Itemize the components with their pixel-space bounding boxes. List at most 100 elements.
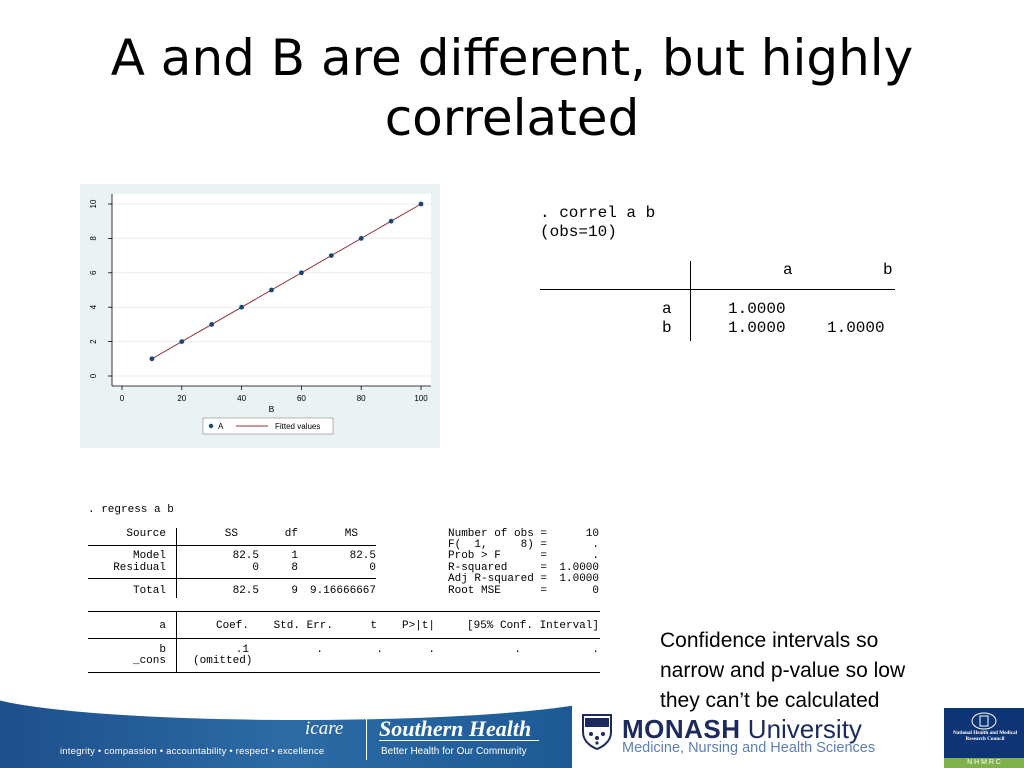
note-line-1: Confidence intervals so bbox=[660, 629, 879, 652]
monash-faculty: Medicine, Nursing and Health Sciences bbox=[622, 740, 876, 756]
coef-b-t: . bbox=[376, 644, 383, 656]
data-point bbox=[179, 339, 185, 344]
legend-marker-a bbox=[208, 423, 214, 429]
stat-label-3: R-squared = bbox=[448, 562, 548, 574]
regress-h-ms: MS bbox=[344, 528, 358, 540]
stat-value-5: 0 bbox=[592, 585, 599, 597]
anova-residual-ms: 0 bbox=[369, 562, 376, 574]
x-tick-label: 20 bbox=[177, 394, 186, 403]
coef-b-coef: .1 bbox=[235, 644, 249, 656]
nhmrc-name: National Health and Medical Research Cou… bbox=[952, 730, 1018, 742]
scatter-chart: 0 2 4 6 8 10 0 20 40 60 80 100 B A Fitted values bbox=[80, 184, 440, 448]
southern-health-underline bbox=[379, 740, 539, 741]
y-tick-label: 10 bbox=[89, 199, 98, 208]
correl-col-a: a bbox=[783, 261, 793, 279]
coef-cons-omitted: (omitted) bbox=[193, 655, 253, 667]
slide-title: A and B are different, but highly correl… bbox=[0, 28, 1024, 148]
icare-logo: icare bbox=[305, 718, 344, 739]
regress-h-source: Source bbox=[126, 528, 166, 540]
y-tick-label: 6 bbox=[89, 270, 98, 275]
x-tick-label: 80 bbox=[357, 394, 366, 403]
regress-h-df: df bbox=[284, 528, 298, 540]
x-tick-label: 100 bbox=[414, 394, 428, 403]
x-tick-label: 40 bbox=[237, 394, 246, 403]
regress-output: . regress a b Source SS df MS Model 82.5… bbox=[88, 504, 608, 684]
y-tick-label: 8 bbox=[89, 236, 98, 241]
anova-total-label: Total bbox=[132, 585, 166, 597]
banner-wave bbox=[0, 700, 572, 720]
coef-vdivider bbox=[176, 611, 177, 673]
coef-h-t: t bbox=[370, 620, 377, 632]
anova-model-label: Model bbox=[132, 550, 166, 562]
monash-wordmark-bold: MONASH bbox=[622, 714, 741, 744]
coef-b-label: b bbox=[159, 644, 166, 656]
y-tick-label: 2 bbox=[89, 339, 98, 344]
regress-h-ss: SS bbox=[224, 528, 238, 540]
stat-label-5: Root MSE = bbox=[448, 585, 548, 597]
southern-health-logo: Southern Health bbox=[379, 716, 532, 741]
monash-wordmark: MONASH University bbox=[622, 714, 862, 745]
data-point bbox=[149, 356, 155, 362]
correl-command: . correl a b bbox=[540, 204, 656, 222]
anova-residual-ss: 0 bbox=[252, 562, 259, 574]
coef-h-depvar: a bbox=[159, 620, 166, 632]
slide-note: Confidence intervals so narrow and p-val… bbox=[660, 626, 990, 716]
correl-row-b-value-b: 1.0000 bbox=[827, 319, 885, 337]
coef-divider-bottom bbox=[88, 672, 600, 673]
banner-separator bbox=[366, 716, 367, 760]
data-point bbox=[239, 304, 245, 310]
anova-vdivider bbox=[176, 528, 177, 598]
coef-b-ci-high: . bbox=[592, 644, 599, 656]
stat-label-0: Number of obs = bbox=[448, 528, 548, 540]
southern-health-banner: integrity • compassion • accountability … bbox=[0, 700, 572, 768]
southern-health-tagline: Better Health for Our Community bbox=[381, 746, 527, 757]
nhmrc-strip bbox=[944, 758, 1024, 768]
nhmrc-gov-label: Australian Government bbox=[955, 702, 1013, 708]
coef-divider-mid bbox=[88, 638, 600, 639]
correl-row-a-value: 1.0000 bbox=[728, 300, 786, 318]
data-point bbox=[358, 236, 364, 241]
coef-divider-top bbox=[88, 611, 600, 612]
data-point bbox=[328, 253, 334, 258]
data-point bbox=[269, 287, 274, 293]
correl-col-b: b bbox=[883, 261, 893, 279]
stat-value-0: 10 bbox=[585, 528, 599, 540]
coef-h-p: P>|t| bbox=[401, 620, 435, 632]
stat-value-2: . bbox=[592, 550, 599, 562]
data-point bbox=[209, 322, 215, 327]
data-point bbox=[299, 270, 304, 276]
stat-label-4: Adj R-squared = bbox=[448, 573, 548, 585]
anova-divider-2 bbox=[88, 578, 376, 579]
anova-model-ms: 82.5 bbox=[349, 550, 376, 562]
coef-b-p: . bbox=[428, 644, 435, 656]
note-line-3: they can’t be calculated bbox=[660, 689, 880, 712]
stat-label-2: Prob > F = bbox=[448, 550, 548, 562]
slide-title-line2: correlated bbox=[384, 89, 640, 147]
correl-divider bbox=[540, 289, 895, 290]
correl-row-b-value-a: 1.0000 bbox=[728, 319, 786, 337]
data-point bbox=[388, 218, 394, 224]
coef-h-ci: [95% Conf. Interval] bbox=[466, 620, 599, 632]
x-tick-label: 60 bbox=[297, 394, 306, 403]
data-point bbox=[418, 201, 424, 207]
coef-h-coef: Coef. bbox=[215, 620, 249, 632]
slide-title-line1: A and B are different, but highly bbox=[110, 29, 914, 87]
slide-footer: integrity • compassion • accountability … bbox=[0, 700, 1024, 768]
regress-command: . regress a b bbox=[88, 504, 174, 516]
legend-label-fitted: Fitted values bbox=[275, 422, 320, 431]
x-tick-label: 0 bbox=[120, 394, 125, 403]
correl-vdivider bbox=[690, 261, 691, 341]
anova-total-df: 9 bbox=[291, 585, 298, 597]
stat-label-1: F( 1, 8) = bbox=[448, 539, 548, 551]
fitted-line bbox=[151, 203, 422, 360]
y-tick-label: 4 bbox=[89, 304, 98, 309]
correl-obs: (obs=10) bbox=[540, 223, 617, 241]
monash-crest-icon bbox=[582, 714, 612, 750]
y-tick-label: 0 bbox=[89, 373, 98, 378]
values-statement: integrity • compassion • accountability … bbox=[60, 746, 325, 757]
anova-total-ss: 82.5 bbox=[232, 585, 259, 597]
anova-model-ss: 82.5 bbox=[232, 550, 259, 562]
coef-b-ci-low: . bbox=[514, 644, 521, 656]
stat-value-1: . bbox=[592, 539, 599, 551]
